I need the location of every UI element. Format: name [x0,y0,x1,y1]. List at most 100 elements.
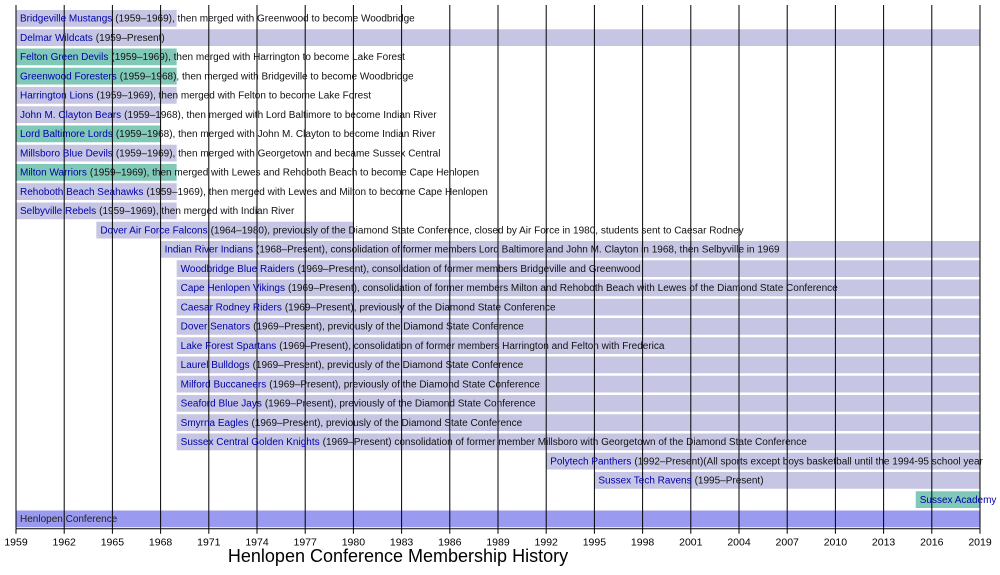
school-link[interactable]: Lord Baltimore Lords [20,129,113,140]
x-tick-label: 2004 [727,537,751,549]
school-link[interactable]: Milton Warriors [20,167,87,178]
row-label: Milford Buccaneers (1969–Present), previo… [181,379,541,390]
x-tick-label: 1959 [4,537,28,549]
x-tick-label: 1992 [535,537,559,549]
bar [16,164,177,181]
bar [16,202,177,220]
school-link[interactable]: Greenwood Foresters [20,71,117,82]
school-link[interactable]: Milford Buccaneers [181,379,267,390]
x-tick-label: 1968 [149,537,173,549]
conference-name: Henlopen Conference [20,514,118,525]
school-note: (1969–Present), previously of the Diamon… [265,398,536,409]
x-tick-label: 1962 [53,537,77,549]
row-label: Indian River Indians (1968–Present), cons… [165,244,780,255]
school-link[interactable]: Laurel Bulldogs [181,360,250,371]
row-label: Sussex Academy [920,495,997,506]
row-label: Harrington Lions (1959–1969), then merged… [20,90,371,101]
x-tick-label: 2013 [872,537,896,549]
row-label: Lake Forest Spartans (1969–Present), cons… [181,341,665,352]
row-label: Dover Air Force Falcons (1964–1980), prev… [100,225,743,236]
bar [160,241,981,258]
school-link[interactable]: Dover Air Force Falcons [100,225,207,236]
row-label: Milton Warriors (1959–1969), then merged … [20,167,479,178]
school-note: (1959–1969), then merged with Lewes and … [90,167,479,178]
school-note: (1959–1969), then merged with Harrington… [111,52,405,63]
row-label: Selbyville Rebels (1959–1969), then merge… [20,206,295,217]
school-link[interactable]: Sussex Tech Ravens [598,475,691,486]
bar [16,48,177,66]
bar [16,10,177,27]
school-note: (1969–Present), previously of the Diamon… [253,321,524,332]
school-link[interactable]: Selbyville Rebels [20,206,96,217]
school-link[interactable]: Dover Senators [181,321,250,332]
school-link[interactable]: Bridgeville Mustangs [20,13,112,24]
x-tick-label: 1977 [294,537,318,549]
school-link[interactable]: Polytech Panthers [550,456,631,467]
school-note: (1959–1969), then merged with Georgetown… [116,148,441,159]
school-link[interactable]: Rehoboth Beach Seahawks [20,187,143,198]
school-note: (1969–Present), consolidation of former … [279,341,665,352]
school-note: (1959–1968), then merged with Lord Balti… [124,110,437,121]
school-link[interactable]: John M. Clayton Bears [20,110,121,121]
school-note: (1969–Present) consolidation of former m… [323,437,808,448]
school-link[interactable]: Felton Green Devils [20,52,108,63]
school-link[interactable]: Sussex Academy [920,495,997,506]
school-link[interactable]: Caesar Rodney Riders [181,302,282,313]
bar [176,260,980,277]
school-link[interactable]: Smyrna Eagles [181,418,249,429]
row-label: Laurel Bulldogs (1969–Present), previousl… [181,360,524,371]
x-tick-label: 1974 [245,537,269,549]
x-tick-label: 1998 [631,537,655,549]
school-note: (1969–Present), consolidation of former … [288,283,838,294]
bar [176,356,980,374]
bar [176,337,980,354]
school-link[interactable]: Woodbridge Blue Raiders [181,264,295,275]
school-note: (1992–Present)(All sports except boys ba… [634,456,983,467]
school-link[interactable]: Lake Forest Spartans [181,341,277,352]
school-note: (1969–Present), consolidation of former … [297,264,640,275]
row-label: Greenwood Foresters (1959–1968), then mer… [20,71,414,82]
school-link[interactable]: Indian River Indians [165,244,253,255]
grid [15,5,981,529]
row-label: Millsboro Blue Devils (1959–1969), then m… [20,148,440,159]
school-note: (1964–1980), previously of the Diamond S… [211,225,744,236]
school-link[interactable]: Seaford Blue Jays [181,398,262,409]
bar [16,183,177,200]
school-note: (1959–1969), then merged with Indian Riv… [99,206,295,217]
bar [16,144,177,162]
school-note: (1959–1968), then merged with John M. Cl… [116,129,436,140]
school-link[interactable]: Delmar Wildcats [20,33,93,44]
x-tick-label: 2010 [824,537,848,549]
school-note: (1969–Present), previously of the Diamon… [251,418,522,429]
row-label: Henlopen Conference [20,514,118,525]
chart-title: Henlopen Conference Membership History [228,546,568,566]
bar [176,375,980,393]
school-note: (1959–1969), then merged with Greenwood … [115,13,415,24]
school-note: (1959–1969), then merged with Felton to … [96,90,371,101]
x-tick-label: 1971 [197,537,221,549]
school-link[interactable]: Sussex Central Golden Knights [181,437,320,448]
x-tick-label: 1980 [342,537,366,549]
bar [176,298,980,316]
school-note: (1968–Present), consolidation of former … [256,244,780,255]
school-note: (1995–Present) [695,475,764,486]
bar [16,67,177,85]
x-tick-label: 1989 [486,537,510,549]
school-link[interactable]: Harrington Lions [20,90,93,101]
school-link[interactable]: Cape Henlopen Vikings [181,283,285,294]
row-label: Sussex Central Golden Knights (1969–Prese… [181,437,808,448]
row-label: Dover Senators (1969–Present), previously… [181,321,525,332]
bar [546,452,980,470]
row-label: Felton Green Devils (1959–1969), then mer… [20,52,405,63]
row-label: Caesar Rodney Riders (1969–Present), prev… [181,302,556,313]
bar [176,318,980,335]
row-label: Lord Baltimore Lords (1959–1968), then me… [20,129,436,140]
school-note: (1959–1968), then merged with Bridgevill… [120,71,414,82]
school-link[interactable]: Millsboro Blue Devils [20,148,113,159]
row-label: Seaford Blue Jays (1969–Present), previou… [181,398,536,409]
bar [16,106,161,123]
x-tick-label: 2007 [776,537,800,549]
row-label: Sussex Tech Ravens (1995–Present) [598,475,763,486]
x-tick-label: 1983 [390,537,414,549]
